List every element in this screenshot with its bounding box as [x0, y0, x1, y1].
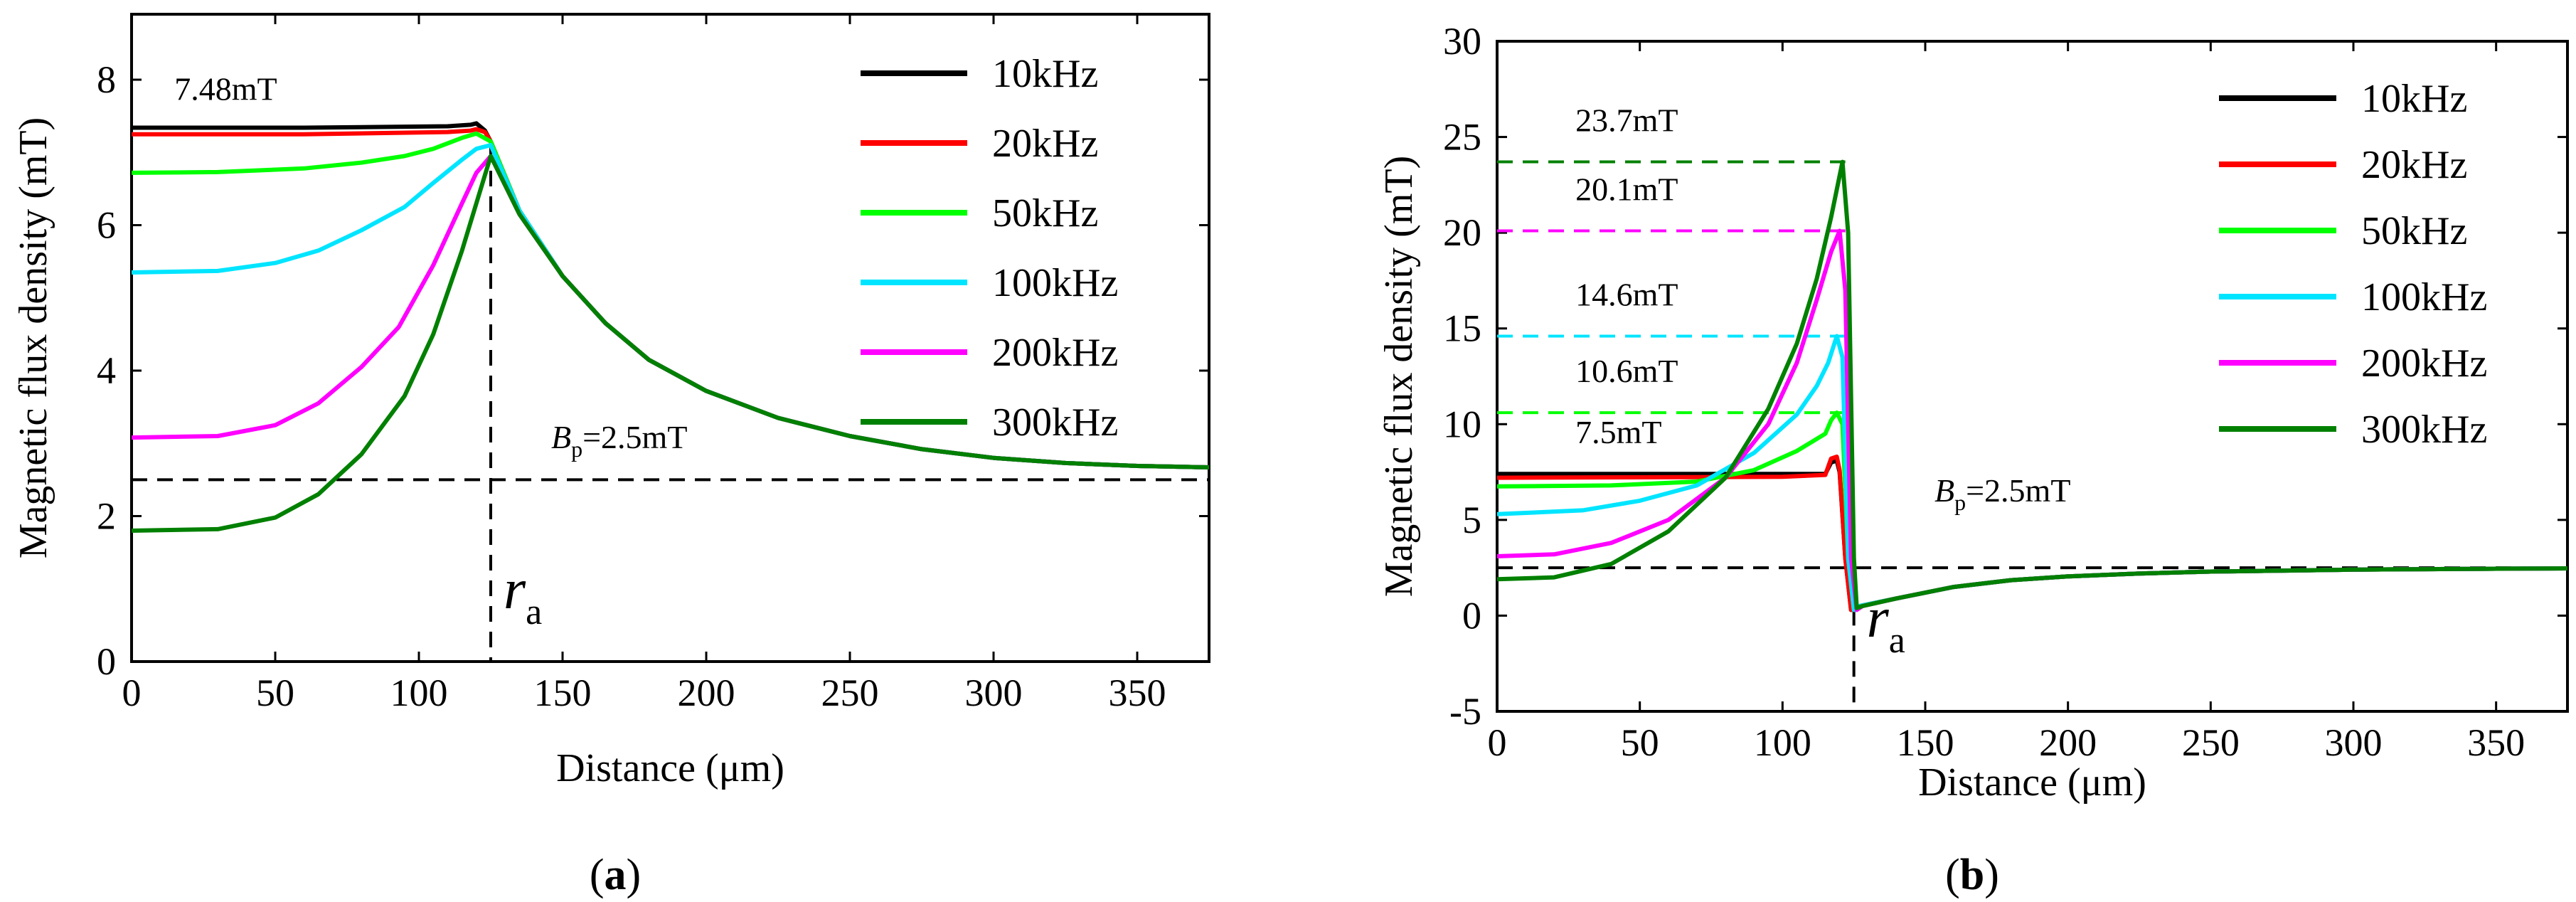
- caption-a-open: (: [590, 851, 605, 899]
- panel-a-annotation-label-0: 7.48mT: [174, 71, 277, 107]
- panel-a-threshold-label-main: B: [551, 419, 571, 455]
- panel-b-plot-frame: [1496, 40, 2569, 713]
- panel-a-series-300kHz-line: [131, 154, 1210, 533]
- caption-a: (a): [590, 851, 641, 899]
- panel-b-legend-label-10kHz: 10kHz: [2361, 77, 2467, 121]
- panel-b-x-tick-label: 100: [1754, 721, 1811, 764]
- panel-b-legend-label-200kHz: 200kHz: [2361, 341, 2487, 386]
- panel-a-x-tick-label: 250: [821, 672, 879, 714]
- panel-a-chart: 0 50 100 150 200 250 300 350 0 2 4 6 8 Distance (μm) M…: [11, 13, 1210, 790]
- caption-a-close: ): [627, 851, 642, 899]
- caption-a-letter: a: [605, 851, 627, 899]
- captions: (a) (b): [590, 851, 1999, 899]
- panel-a-plot-frame: [130, 13, 1210, 663]
- panel-b-y-tick-label: 0: [1462, 594, 1481, 637]
- panel-b-threshold-label-main: B: [1934, 472, 1954, 509]
- panel-a-legend-label-300kHz: 300kHz: [992, 400, 1118, 445]
- panel-b-boundary-label-sub: a: [1889, 620, 1905, 661]
- panel-a-legend: 10kHz 20kHz 50kHz 100kHz 200kHz 300kHz: [861, 52, 1118, 445]
- panel-a-legend-label-20kHz: 20kHz: [992, 122, 1098, 166]
- panel-b-annotation-label-1: 20.1mT: [1575, 171, 1678, 207]
- panel-b-x-tick-label: 350: [2467, 721, 2525, 764]
- panel-b-x-tick-label: 0: [1488, 721, 1507, 764]
- panel-a-y-tick-label: 2: [97, 495, 116, 538]
- panel-a-threshold-label: Bp=2.5mT: [551, 419, 687, 462]
- panel-b-legend-label-20kHz: 20kHz: [2361, 143, 2467, 187]
- panel-b-threshold-label-value: =2.5mT: [1966, 472, 2070, 509]
- caption-b: (b): [1945, 851, 1999, 899]
- caption-b-open: (: [1945, 851, 1960, 899]
- caption-b-letter: b: [1960, 851, 1984, 899]
- panel-b-legend: 10kHz 20kHz 50kHz 100kHz 200kHz 300kHz: [2219, 77, 2487, 452]
- panel-b-annotation-label-2: 14.6mT: [1575, 276, 1678, 312]
- panel-a-x-tick-label: 150: [534, 672, 592, 714]
- panel-b-y-tick-label: 30: [1443, 20, 1481, 63]
- panel-b-threshold-label-sub: p: [1954, 489, 1966, 515]
- panel-b-legend-label-100kHz: 100kHz: [2361, 275, 2487, 319]
- panel-b-x-tick-label: 150: [1897, 721, 1954, 764]
- panel-a-y-tick-label: 8: [97, 58, 116, 101]
- panel-b-boundary-label-main: r: [1867, 587, 1890, 649]
- panel-b-y-tick-label: 20: [1443, 211, 1481, 254]
- panel-a-y-tick-label: 6: [97, 204, 116, 247]
- panel-a-x-tick-label: 50: [256, 672, 294, 714]
- panel-a-legend-label-100kHz: 100kHz: [992, 261, 1118, 305]
- panel-a-boundary-label: ra: [504, 558, 542, 632]
- panel-b-y-tick-label: 15: [1443, 307, 1481, 350]
- panel-b-annotation-label-3: 10.6mT: [1575, 353, 1678, 389]
- panel-a-x-tick-label: 100: [390, 672, 448, 714]
- panel-b-y-axis-title: Magnetic flux density (mT): [1377, 156, 1421, 598]
- panel-b-y-tick-label: 5: [1462, 499, 1481, 541]
- panel-a-y-tick-label: 0: [97, 640, 116, 683]
- panel-b-y-tick-label: -5: [1449, 690, 1481, 733]
- panel-a-x-tick-label: 350: [1109, 672, 1166, 714]
- panel-a-x-tick-label: 200: [678, 672, 735, 714]
- panel-b-chart: 0 50 100 150 200 250 300 350-5051015202530Dista…: [1377, 20, 2569, 805]
- panel-a-boundary-label-sub: a: [526, 592, 542, 632]
- panel-b-x-axis-title: Distance (μm): [1918, 760, 2146, 805]
- panel-b-annotation-label-4: 7.5mT: [1575, 414, 1661, 450]
- panel-a-y-tick-label: 4: [97, 349, 116, 392]
- panel-a-legend-label-50kHz: 50kHz: [992, 191, 1098, 235]
- panel-a-legend-label-200kHz: 200kHz: [992, 331, 1118, 375]
- caption-b-close: ): [1984, 851, 1999, 899]
- panel-b-threshold-label: Bp=2.5mT: [1934, 472, 2070, 515]
- panel-a-threshold-label-value: =2.5mT: [582, 419, 687, 455]
- panel-b-boundary-label: ra: [1867, 587, 1905, 661]
- panel-a-x-axis-title: Distance (μm): [556, 746, 784, 790]
- panel-a-y-axis-title: Magnetic flux density (mT): [11, 117, 55, 559]
- panel-b-x-tick-label: 250: [2182, 721, 2240, 764]
- panel-b-x-tick-label: 200: [2039, 721, 2097, 764]
- panel-b-legend-label-300kHz: 300kHz: [2361, 408, 2487, 452]
- panel-b-annotation-label-0: 23.7mT: [1575, 102, 1678, 138]
- panel-a-boundary-label-main: r: [504, 558, 526, 621]
- panel-a-legend-label-10kHz: 10kHz: [992, 52, 1098, 96]
- panel-a-x-tick-label: 300: [965, 672, 1023, 714]
- panel-b-x-tick-label: 300: [2325, 721, 2383, 764]
- panel-b-series-300kHz-line: [1496, 159, 2568, 610]
- panel-b-legend-label-50kHz: 50kHz: [2361, 209, 2467, 253]
- panel-b-y-tick-label: 25: [1443, 116, 1481, 159]
- panel-a-threshold-label-sub: p: [571, 436, 582, 462]
- panel-b-x-tick-label: 50: [1621, 721, 1659, 764]
- panel-a-x-tick-label: 0: [122, 672, 142, 714]
- panel-b-y-tick-label: 10: [1443, 403, 1481, 445]
